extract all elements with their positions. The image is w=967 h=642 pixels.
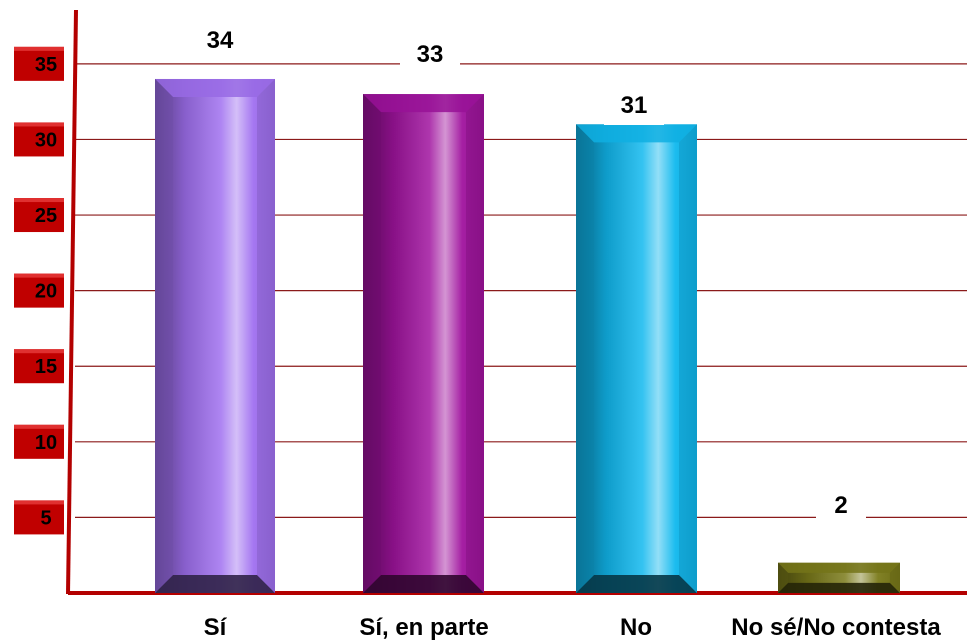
y-tick-box-highlight-30 <box>14 122 64 127</box>
bar-body-1 <box>363 94 484 594</box>
bar-bottom-bevel-2 <box>576 575 697 593</box>
y-tick-box-15 <box>14 349 64 384</box>
category-label-0: Sí <box>204 614 228 641</box>
data-label-bg-1 <box>400 36 460 74</box>
bar-right-bevel-2 <box>679 124 697 593</box>
y-tick-label-5: 5 <box>40 507 51 529</box>
y-tick-box-20 <box>14 273 64 308</box>
data-label-3: 2 <box>834 492 847 519</box>
category-label-2: No <box>620 614 652 641</box>
data-label-1: 33 <box>417 41 444 68</box>
bar-left-bevel-2 <box>576 124 594 593</box>
category-label-1: Sí, en parte <box>359 614 488 641</box>
bar-left-bevel-1 <box>363 94 381 594</box>
bar-right-bevel-0 <box>257 78 275 594</box>
bar-left-bevel-3 <box>778 562 789 593</box>
bar-0 <box>155 78 275 594</box>
y-tick-label-10: 10 <box>35 432 57 454</box>
y-tick-label-25: 25 <box>35 205 57 227</box>
bars <box>155 78 900 594</box>
bar-2 <box>576 124 697 593</box>
bar-top-bevel-1 <box>363 94 484 113</box>
bar-right-bevel-3 <box>889 562 900 593</box>
data-label-bg-2 <box>604 87 664 125</box>
bar-bottom-bevel-1 <box>363 575 484 593</box>
bar-body-0 <box>155 78 275 594</box>
bar-top-bevel-3 <box>778 562 900 573</box>
y-tick-label-15: 15 <box>35 356 57 378</box>
bar-1 <box>363 94 484 594</box>
y-axis-ticks: 5 10 15 20 25 30 35 <box>14 46 64 535</box>
y-tick-box-highlight-10 <box>14 424 64 429</box>
y-tick-label-35: 35 <box>35 54 57 76</box>
data-labels: 34 33 31 2 <box>190 22 866 525</box>
y-tick-box-highlight-25 <box>14 198 64 203</box>
bar-top-bevel-0 <box>155 78 275 97</box>
bar-right-bevel-1 <box>466 94 484 594</box>
y-tick-label-30: 30 <box>35 129 57 151</box>
y-tick-box-25 <box>14 198 64 233</box>
category-labels: Sí Sí, en parte No No sé/No contesta <box>204 614 942 641</box>
y-tick-box-30 <box>14 122 64 157</box>
y-tick-label-20: 20 <box>35 281 57 303</box>
bar-3 <box>778 562 900 593</box>
y-tick-box-highlight-15 <box>14 349 64 354</box>
data-label-bg-3 <box>816 487 866 525</box>
bar-top-bevel-2 <box>576 124 697 143</box>
y-tick-box-35 <box>14 46 64 81</box>
bar-bottom-bevel-3 <box>778 582 900 593</box>
bar-bottom-bevel-0 <box>155 575 275 593</box>
y-tick-box-highlight-35 <box>14 46 64 51</box>
y-axis-line <box>66 9 78 595</box>
data-label-bg-0 <box>190 22 250 60</box>
y-tick-box-highlight-5 <box>14 500 64 505</box>
y-tick-box-10 <box>14 424 64 459</box>
category-label-3: No sé/No contesta <box>731 614 941 641</box>
bar-left-bevel-0 <box>155 78 173 594</box>
data-label-0: 34 <box>207 27 234 54</box>
y-tick-box-highlight-20 <box>14 273 64 278</box>
bar-body-2 <box>576 124 697 593</box>
data-label-2: 31 <box>621 92 648 119</box>
y-tick-box-5 <box>14 500 64 535</box>
